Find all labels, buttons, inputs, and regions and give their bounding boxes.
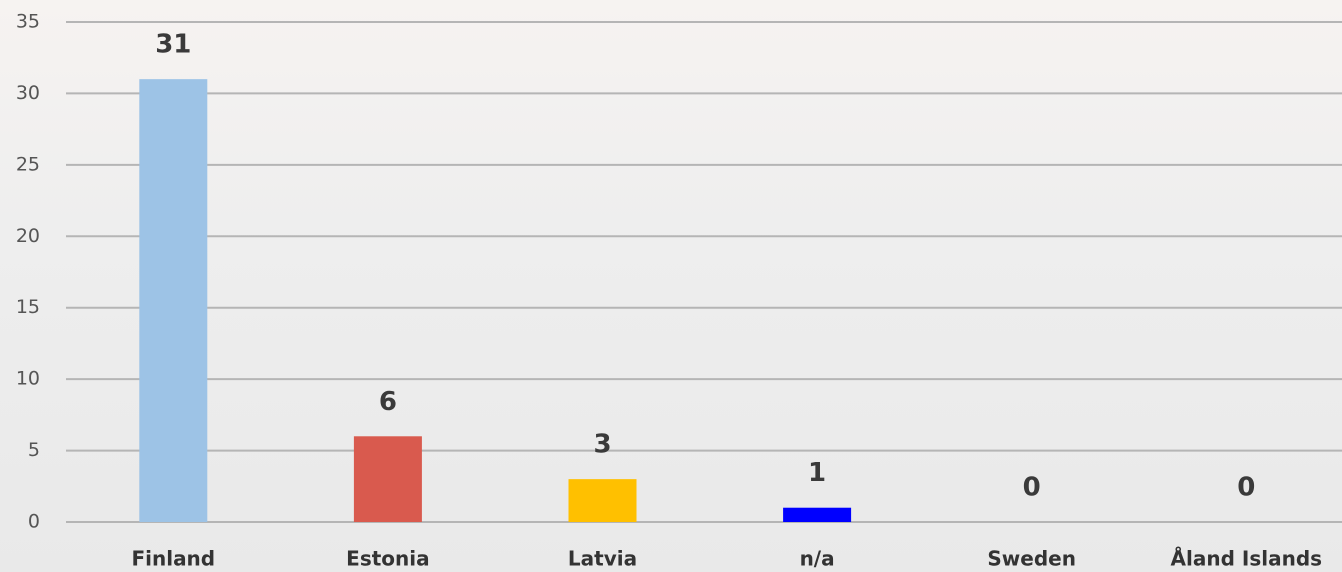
y-tick-label: 30 bbox=[16, 82, 40, 104]
x-tick-label: Latvia bbox=[568, 547, 637, 571]
x-tick-label: n/a bbox=[800, 547, 835, 571]
x-tick-label: Estonia bbox=[346, 547, 429, 571]
bar bbox=[783, 508, 851, 522]
x-tick-label: Åland Islands bbox=[1171, 547, 1323, 571]
bar bbox=[139, 79, 207, 522]
y-tick-label: 35 bbox=[16, 11, 40, 33]
y-tick-label: 20 bbox=[16, 225, 40, 247]
value-label: 0 bbox=[1237, 473, 1255, 503]
y-tick-label: 15 bbox=[16, 296, 40, 318]
value-label: 1 bbox=[808, 458, 826, 488]
x-tick-label: Sweden bbox=[987, 547, 1076, 571]
x-tick-label: Finland bbox=[131, 547, 215, 571]
y-tick-label: 25 bbox=[16, 153, 40, 175]
chart: 05101520253035Finland31Estonia6Latvia3n/… bbox=[0, 0, 1342, 572]
value-label: 0 bbox=[1023, 473, 1041, 503]
y-tick-label: 10 bbox=[16, 368, 40, 390]
y-tick-label: 0 bbox=[28, 511, 40, 533]
y-tick-label: 5 bbox=[28, 439, 40, 461]
value-label: 6 bbox=[379, 387, 397, 417]
bar bbox=[569, 479, 637, 522]
value-label: 31 bbox=[155, 30, 191, 60]
value-label: 3 bbox=[593, 430, 611, 460]
bar bbox=[354, 436, 422, 522]
